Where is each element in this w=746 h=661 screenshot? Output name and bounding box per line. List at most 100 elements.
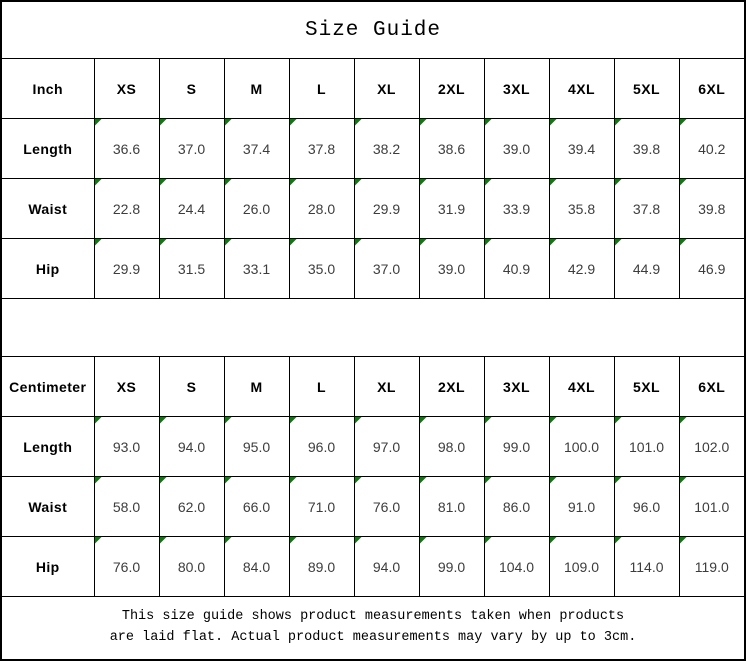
green-corner-marker-icon <box>94 537 102 544</box>
green-corner-marker-icon <box>354 537 362 544</box>
size-header-cell: 2XL <box>418 356 485 417</box>
value-cell: 58.0 <box>93 476 160 537</box>
green-corner-marker-icon <box>354 239 362 246</box>
green-corner-marker-icon <box>224 119 232 126</box>
green-corner-marker-icon <box>419 417 427 424</box>
size-header-cell: S <box>158 356 225 417</box>
value-cell: 37.0 <box>353 238 420 299</box>
value-cell: 29.9 <box>353 178 420 239</box>
green-corner-marker-icon <box>484 417 492 424</box>
green-corner-marker-icon <box>484 119 492 126</box>
value-cell: 96.0 <box>613 476 680 537</box>
table-row: Waist 22.8 24.4 26.0 28.0 29.9 31.9 33.9 35.8 37.… <box>1 178 745 239</box>
value-cell: 62.0 <box>158 476 225 537</box>
size-header-cell: 2XL <box>418 58 485 119</box>
green-corner-marker-icon <box>614 417 622 424</box>
size-header-cell: L <box>288 356 355 417</box>
footer-note: This size guide shows product measuremen… <box>2 596 744 659</box>
green-corner-marker-icon <box>354 477 362 484</box>
value-cell: 99.0 <box>483 416 550 477</box>
value-cell: 84.0 <box>223 536 290 597</box>
green-corner-marker-icon <box>614 239 622 246</box>
green-corner-marker-icon <box>224 239 232 246</box>
size-header-cell: 6XL <box>678 58 745 119</box>
value-cell: 39.8 <box>678 178 745 239</box>
measure-label-cell: Length <box>1 416 95 477</box>
size-header-cell: 4XL <box>548 58 615 119</box>
green-corner-marker-icon <box>549 417 557 424</box>
green-corner-marker-icon <box>549 477 557 484</box>
green-corner-marker-icon <box>289 239 297 246</box>
green-corner-marker-icon <box>159 417 167 424</box>
green-corner-marker-icon <box>94 239 102 246</box>
size-header-cell: S <box>158 58 225 119</box>
centimeter-size-table: Centimeter XS S M L XL 2XL 3XL 4XL 5XL 6XL Length 93… <box>1 356 745 597</box>
green-corner-marker-icon <box>614 119 622 126</box>
value-cell: 33.1 <box>223 238 290 299</box>
green-corner-marker-icon <box>419 477 427 484</box>
green-corner-marker-icon <box>419 179 427 186</box>
value-cell: 39.0 <box>483 118 550 179</box>
green-corner-marker-icon <box>159 119 167 126</box>
green-corner-marker-icon <box>224 537 232 544</box>
green-corner-marker-icon <box>549 119 557 126</box>
size-header-cell: XL <box>353 356 420 417</box>
value-cell: 31.9 <box>418 178 485 239</box>
size-header-cell: M <box>223 58 290 119</box>
value-cell: 100.0 <box>548 416 615 477</box>
size-header-cell: 5XL <box>613 356 680 417</box>
green-corner-marker-icon <box>354 417 362 424</box>
size-header-cell: XS <box>93 356 160 417</box>
green-corner-marker-icon <box>159 537 167 544</box>
size-header-cell: M <box>223 356 290 417</box>
value-cell: 97.0 <box>353 416 420 477</box>
green-corner-marker-icon <box>484 239 492 246</box>
value-cell: 39.0 <box>418 238 485 299</box>
green-corner-marker-icon <box>419 119 427 126</box>
green-corner-marker-icon <box>549 179 557 186</box>
value-cell: 119.0 <box>678 536 745 597</box>
value-cell: 26.0 <box>223 178 290 239</box>
green-corner-marker-icon <box>679 537 687 544</box>
size-header-cell: XL <box>353 58 420 119</box>
value-cell: 114.0 <box>613 536 680 597</box>
value-cell: 99.0 <box>418 536 485 597</box>
unit-header-cell: Centimeter <box>1 356 95 417</box>
value-cell: 33.9 <box>483 178 550 239</box>
green-corner-marker-icon <box>679 417 687 424</box>
value-cell: 81.0 <box>418 476 485 537</box>
green-corner-marker-icon <box>224 477 232 484</box>
value-cell: 91.0 <box>548 476 615 537</box>
green-corner-marker-icon <box>354 119 362 126</box>
value-cell: 95.0 <box>223 416 290 477</box>
green-corner-marker-icon <box>94 477 102 484</box>
table-row: Hip 29.9 31.5 33.1 35.0 37.0 39.0 40.9 42.9 44.9 4… <box>1 238 745 299</box>
green-corner-marker-icon <box>159 179 167 186</box>
green-corner-marker-icon <box>159 477 167 484</box>
value-cell: 29.9 <box>93 238 160 299</box>
footer-note-line2: are laid flat. Actual product measuremen… <box>109 630 637 645</box>
value-cell: 28.0 <box>288 178 355 239</box>
green-corner-marker-icon <box>419 537 427 544</box>
spacer-row <box>2 298 744 357</box>
value-cell: 94.0 <box>158 416 225 477</box>
value-cell: 76.0 <box>93 536 160 597</box>
green-corner-marker-icon <box>614 179 622 186</box>
value-cell: 109.0 <box>548 536 615 597</box>
value-cell: 98.0 <box>418 416 485 477</box>
inch-size-table: Inch XS S M L XL 2XL 3XL 4XL 5XL 6XL Length 36.6 37.0… <box>1 58 745 299</box>
measure-label-cell: Hip <box>1 238 95 299</box>
value-cell: 37.0 <box>158 118 225 179</box>
green-corner-marker-icon <box>289 119 297 126</box>
page-title: Size Guide <box>2 2 744 59</box>
table-row: Length 93.0 94.0 95.0 96.0 97.0 98.0 99.0 100.0 1… <box>1 416 745 477</box>
value-cell: 37.8 <box>613 178 680 239</box>
value-cell: 44.9 <box>613 238 680 299</box>
value-cell: 39.8 <box>613 118 680 179</box>
size-header-cell: 6XL <box>678 356 745 417</box>
green-corner-marker-icon <box>224 417 232 424</box>
value-cell: 89.0 <box>288 536 355 597</box>
green-corner-marker-icon <box>354 179 362 186</box>
unit-header-cell: Inch <box>1 58 95 119</box>
value-cell: 31.5 <box>158 238 225 299</box>
